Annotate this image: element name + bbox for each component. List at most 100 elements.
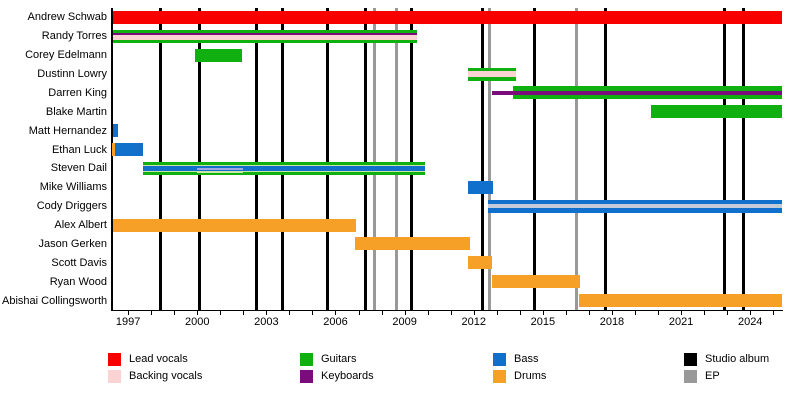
- timeline-bar: [492, 90, 513, 95]
- member-label: Alex Albert: [54, 219, 107, 232]
- timeline-bar: [487, 199, 783, 213]
- axis-tick: [358, 311, 360, 315]
- bar-stripe-green: [467, 76, 517, 81]
- member-label: Darren King: [48, 86, 107, 99]
- bar-stripe-green: [197, 172, 244, 175]
- axis-tick: [335, 311, 337, 315]
- legend-swatch-green: [300, 353, 313, 366]
- bar-stripe-green: [194, 48, 243, 62]
- bar-stripe-pyg: [143, 170, 198, 173]
- member-label: Ryan Wood: [49, 275, 107, 288]
- bar-stripe-blue: [115, 143, 144, 157]
- bar-stripe-pyg: [197, 164, 244, 167]
- studio-album-line: [325, 8, 329, 310]
- axis-tick: [704, 311, 706, 315]
- studio-album-line: [533, 8, 537, 310]
- bar-stripe-green: [113, 39, 418, 43]
- legend-swatch-black: [684, 353, 697, 366]
- timeline-bar: [143, 161, 198, 175]
- bar-stripe-pink: [467, 71, 517, 77]
- axis-tick: [312, 311, 314, 315]
- member-label: Mike Williams: [39, 181, 107, 194]
- member-label: Steven Dail: [50, 162, 107, 175]
- axis-tick: [243, 311, 245, 315]
- ep-line: [373, 8, 377, 310]
- member-label: Randy Torres: [41, 30, 107, 43]
- legend-swatch-pink: [108, 369, 121, 383]
- axis-tick: [450, 311, 452, 315]
- timeline-bar: [467, 180, 494, 194]
- timeline-bar: [651, 105, 783, 119]
- bar-stripe-green: [113, 29, 418, 33]
- axis-tick: [750, 311, 752, 315]
- axis-tick: [727, 311, 729, 315]
- bar-stripe-lav: [197, 167, 244, 170]
- bar-stripe-pyg: [143, 164, 198, 167]
- axis-tick: [611, 311, 613, 315]
- studio-album-line: [410, 8, 414, 310]
- ep-line: [488, 8, 492, 310]
- axis-tick: [542, 311, 544, 315]
- bar-stripe-lightb: [487, 204, 783, 209]
- axis-tick: [496, 311, 498, 315]
- bar-stripe-orange: [467, 256, 493, 270]
- axis-tick: [381, 311, 383, 315]
- bar-stripe-orange: [578, 294, 783, 308]
- studio-album-line: [603, 8, 607, 310]
- legend-swatch-red: [108, 353, 121, 366]
- axis-year-label: 2000: [184, 316, 210, 328]
- member-label: Jason Gerken: [38, 237, 107, 250]
- studio-album-line: [280, 8, 284, 310]
- member-label: Blake Martin: [45, 105, 107, 118]
- legend-label: Backing vocals: [129, 369, 203, 382]
- bar-stripe-orange: [113, 218, 357, 232]
- bar-stripe-blue: [487, 208, 783, 213]
- axis-year-label: 2009: [392, 316, 417, 328]
- axis-tick: [473, 311, 475, 315]
- axis-tick: [174, 311, 176, 315]
- axis-year-label: 2006: [323, 316, 348, 328]
- timeline-bar: [512, 86, 783, 100]
- member-label: Andrew Schwab: [27, 11, 108, 24]
- legend-label: Drums: [514, 369, 547, 382]
- timeline-bar: [112, 143, 116, 157]
- timeline-bar: [197, 161, 244, 175]
- bar-stripe-orange: [112, 143, 116, 157]
- bar-stripe-pyg: [197, 171, 244, 173]
- x-axis-line: [111, 310, 783, 311]
- bar-stripe-purple: [492, 90, 513, 95]
- legend-item: Studio album: [684, 353, 800, 367]
- legend-item: Keyboards: [300, 369, 480, 384]
- legend-swatch-purple: [300, 369, 313, 383]
- axis-tick: [588, 311, 590, 315]
- axis-year-label: 2012: [461, 316, 486, 328]
- legend-swatch-gray: [684, 369, 697, 383]
- legend-swatch-blue: [493, 353, 506, 366]
- axis-tick: [565, 311, 567, 315]
- bar-stripe-green: [143, 161, 198, 165]
- studio-album-line: [481, 8, 485, 310]
- axis-tick: [681, 311, 683, 315]
- legend-label: EP: [705, 369, 720, 382]
- axis-year-label: 2021: [668, 316, 694, 328]
- bar-stripe-green: [143, 172, 198, 175]
- bar-stripe-red: [113, 10, 783, 24]
- legend-label: Keyboards: [321, 369, 374, 382]
- bar-stripe-green: [512, 94, 783, 100]
- bar-stripe-green: [197, 161, 244, 165]
- legend-item: EP: [684, 369, 800, 384]
- bar-stripe-blue: [197, 166, 244, 168]
- bar-stripe-blue: [197, 169, 244, 172]
- member-label: Abishai Collingsworth: [2, 294, 108, 307]
- ep-line: [574, 8, 578, 310]
- member-label: Matt Hernandez: [28, 124, 107, 137]
- timeline-bar: [113, 29, 418, 43]
- timeline-bar: [113, 10, 783, 24]
- bar-stripe-green: [512, 86, 783, 91]
- studio-album-line: [723, 8, 727, 310]
- studio-album-line: [254, 8, 258, 310]
- axis-tick: [220, 311, 222, 315]
- bar-stripe-blue: [487, 199, 783, 205]
